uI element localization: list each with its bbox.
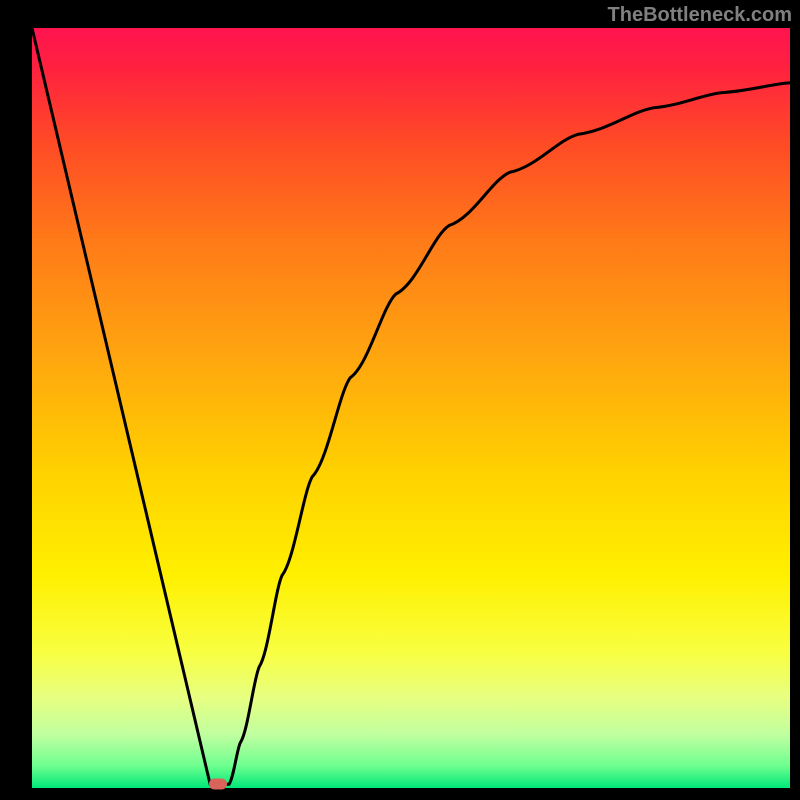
plot-area	[32, 28, 790, 788]
watermark-text: TheBottleneck.com	[608, 4, 792, 27]
chart-container: TheBottleneck.com	[0, 0, 800, 800]
curve-svg	[32, 28, 790, 788]
minimum-marker	[209, 779, 227, 790]
bottleneck-curve	[32, 28, 790, 784]
